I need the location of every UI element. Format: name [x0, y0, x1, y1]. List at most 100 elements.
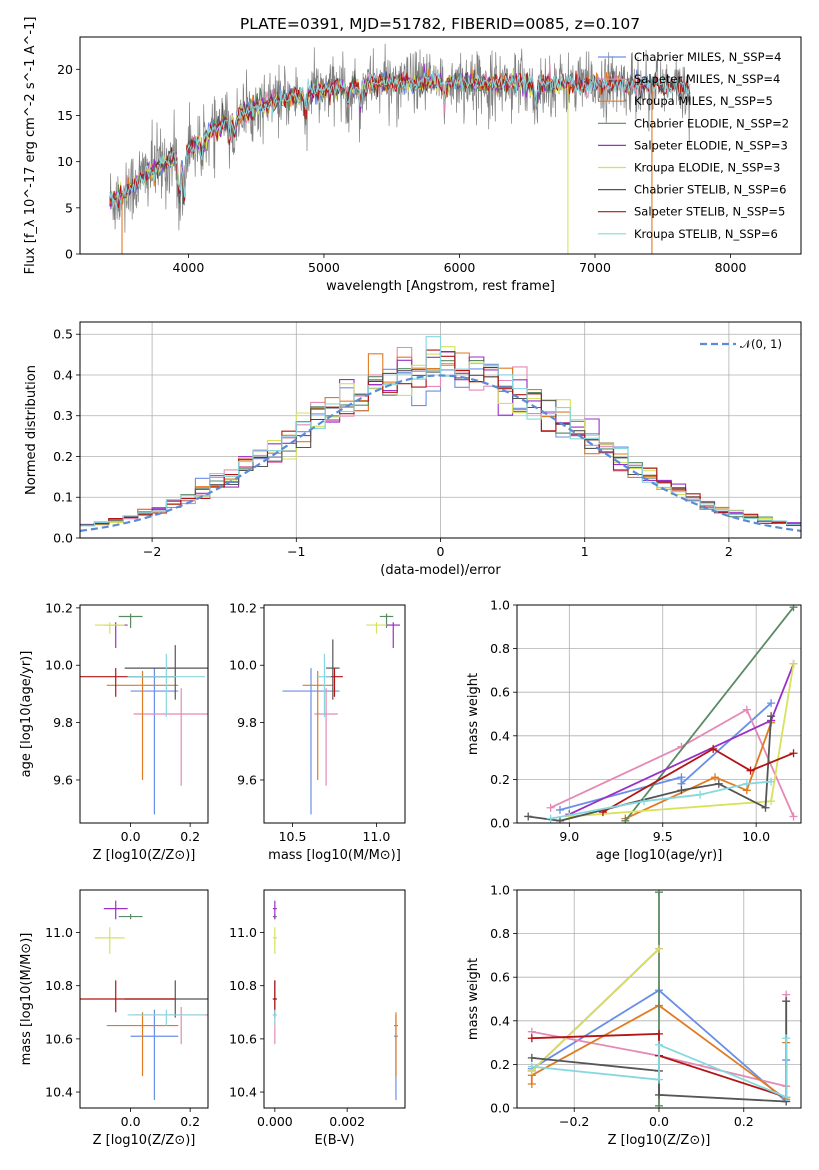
legend-entry: Salpeter ELODIE, N_SSP=3 — [634, 138, 788, 152]
legend-entry: Chabrier STELIB, N_SSP=6 — [634, 183, 786, 197]
x-axis-label: Z [log10(Z/Z⊙)] — [93, 1133, 196, 1148]
series-ke — [527, 944, 663, 1075]
mass-weight-vs-age-panel: 9.0 9.5 10.0 0.0 0.2 0.4 0.6 0.8 1.0 age [log10(a… — [466, 598, 802, 863]
y-tick-label: 10.0 — [45, 658, 73, 673]
y-tick-label: 9.8 — [237, 715, 257, 730]
series-ks — [546, 777, 776, 823]
series-marker — [789, 749, 798, 758]
x-axis-label: Z [log10(Z/Z⊙)] — [93, 848, 196, 863]
y-tick-label: 10.6 — [229, 1031, 257, 1046]
legend-entry: Salpeter MILES, N_SSP=4 — [634, 72, 780, 86]
errorbar-ce — [118, 913, 143, 920]
spectrum-panel: 4000 5000 6000 7000 8000 0 5 10 15 20 wavelength [… — [23, 17, 802, 294]
y-tick-label: 0.8 — [490, 641, 510, 656]
series-marker — [527, 1062, 536, 1071]
errorbar-ke — [94, 622, 125, 634]
x-tick-label: 9.5 — [653, 829, 673, 844]
axes-frame — [263, 889, 406, 1109]
x-tick-label: 0 — [437, 544, 445, 559]
errorbar-ss — [272, 980, 277, 1013]
errorbar-km — [393, 1012, 398, 1077]
residual-histogram-panel: −2 −1 0 1 2 0.0 0.1 0.2 0.3 0.4 0.5 (data-model)/er… — [24, 321, 802, 578]
x-tick-label: 0.0 — [649, 1114, 669, 1129]
x-tick-label: −0.2 — [559, 1114, 589, 1129]
axes-frame — [263, 604, 406, 824]
series-marker — [782, 997, 791, 1006]
legend-entry: Kroupa STELIB, N_SSP=6 — [634, 227, 778, 241]
y-tick-label: 0 — [65, 247, 73, 262]
x-tick-label: 6000 — [444, 260, 476, 275]
x-tick-label: 5000 — [308, 260, 340, 275]
spectrum-lines — [109, 43, 691, 254]
y-tick-label: 11.0 — [229, 925, 257, 940]
series-marker — [527, 1053, 536, 1062]
y-tick-label: 10 — [57, 154, 73, 169]
y-tick-label: 10.2 — [229, 600, 257, 615]
mass-vs-metallicity-panel: 0.0 0.2 10.4 10.6 10.8 11.0 Z [log10(Z/Z⊙)] mas… — [19, 889, 209, 1148]
series-marker — [655, 1101, 663, 1108]
series-marker — [767, 699, 776, 708]
errorbar-ke — [272, 927, 277, 954]
y-axis-label: mass weight — [466, 958, 481, 1040]
axes-frame — [516, 604, 802, 824]
y-tick-label: 0.0 — [490, 816, 510, 831]
legend-entry: Chabrier MILES, N_SSP=4 — [634, 50, 781, 64]
y-tick-label: 10.2 — [45, 600, 73, 615]
x-tick-label: 9.0 — [559, 829, 579, 844]
series-marker — [767, 712, 776, 721]
series-marker — [655, 944, 663, 953]
gaussian-curve — [80, 374, 801, 532]
y-axis-label: Normed distribution — [24, 365, 39, 495]
series-marker — [709, 744, 718, 753]
axes-frame — [516, 889, 802, 1109]
x-tick-label: 11.0 — [363, 829, 391, 844]
errorbar-km — [106, 670, 179, 780]
y-tick-label: 0.2 — [490, 1057, 510, 1072]
x-axis-label: E(B-V) — [314, 1133, 354, 1148]
errorbars — [282, 613, 400, 815]
errorbar-ks — [317, 653, 332, 717]
y-axis-label: mass [log10(M/M⊙)] — [19, 933, 34, 1066]
series-marker — [782, 1093, 791, 1102]
y-tick-label: 9.6 — [237, 772, 257, 787]
y-tick-label: 0.6 — [490, 685, 510, 700]
errorbar-ss — [80, 668, 176, 697]
series-line — [528, 716, 772, 822]
x-tick-label: 0.2 — [180, 1114, 200, 1129]
series-marker — [527, 1080, 536, 1089]
spectrum-legend: Chabrier MILES, N_SSP=4 Salpeter MILES, N… — [598, 50, 789, 241]
x-axis-label: wavelength [Angstrom, rest frame] — [326, 279, 555, 294]
errorbar-ks — [127, 653, 206, 717]
series-marker — [527, 1034, 536, 1043]
x-tick-label: 8000 — [715, 260, 747, 275]
series-marker — [696, 790, 705, 799]
y-tick-label: 0.3 — [53, 408, 73, 423]
mass-vs-ebv-panel: 0.000 0.002 10.4 10.6 10.8 11.0 E(B-V) — [229, 889, 406, 1148]
series-marker — [640, 797, 649, 806]
x-tick-label: 10.5 — [279, 829, 307, 844]
errorbars — [80, 900, 208, 1101]
y-tick-label: 0.8 — [490, 926, 510, 941]
y-tick-label: 0.1 — [53, 490, 73, 505]
series-marker — [789, 659, 798, 668]
errorbar-cm — [130, 668, 179, 815]
errorbar-ks — [127, 1009, 206, 1026]
errorbar-cm — [282, 668, 340, 815]
series-marker — [555, 816, 564, 823]
errorbar-km — [106, 1012, 179, 1077]
series-marker — [714, 779, 723, 788]
series-marker — [655, 1090, 663, 1099]
y-tick-label: 0.2 — [490, 772, 510, 787]
series-marker — [555, 805, 564, 814]
series-marker — [655, 1075, 663, 1084]
series-marker — [711, 773, 720, 782]
legend-entry: Salpeter STELIB, N_SSP=5 — [634, 205, 785, 219]
y-tick-label: 10.0 — [229, 658, 257, 673]
errorbar-ke — [366, 622, 387, 634]
x-tick-label: 1 — [581, 544, 589, 559]
errorbar-ce — [379, 613, 394, 628]
series-marker — [546, 814, 555, 823]
errorbar-ss — [80, 980, 176, 1013]
y-tick-label: 0.0 — [490, 1101, 510, 1116]
